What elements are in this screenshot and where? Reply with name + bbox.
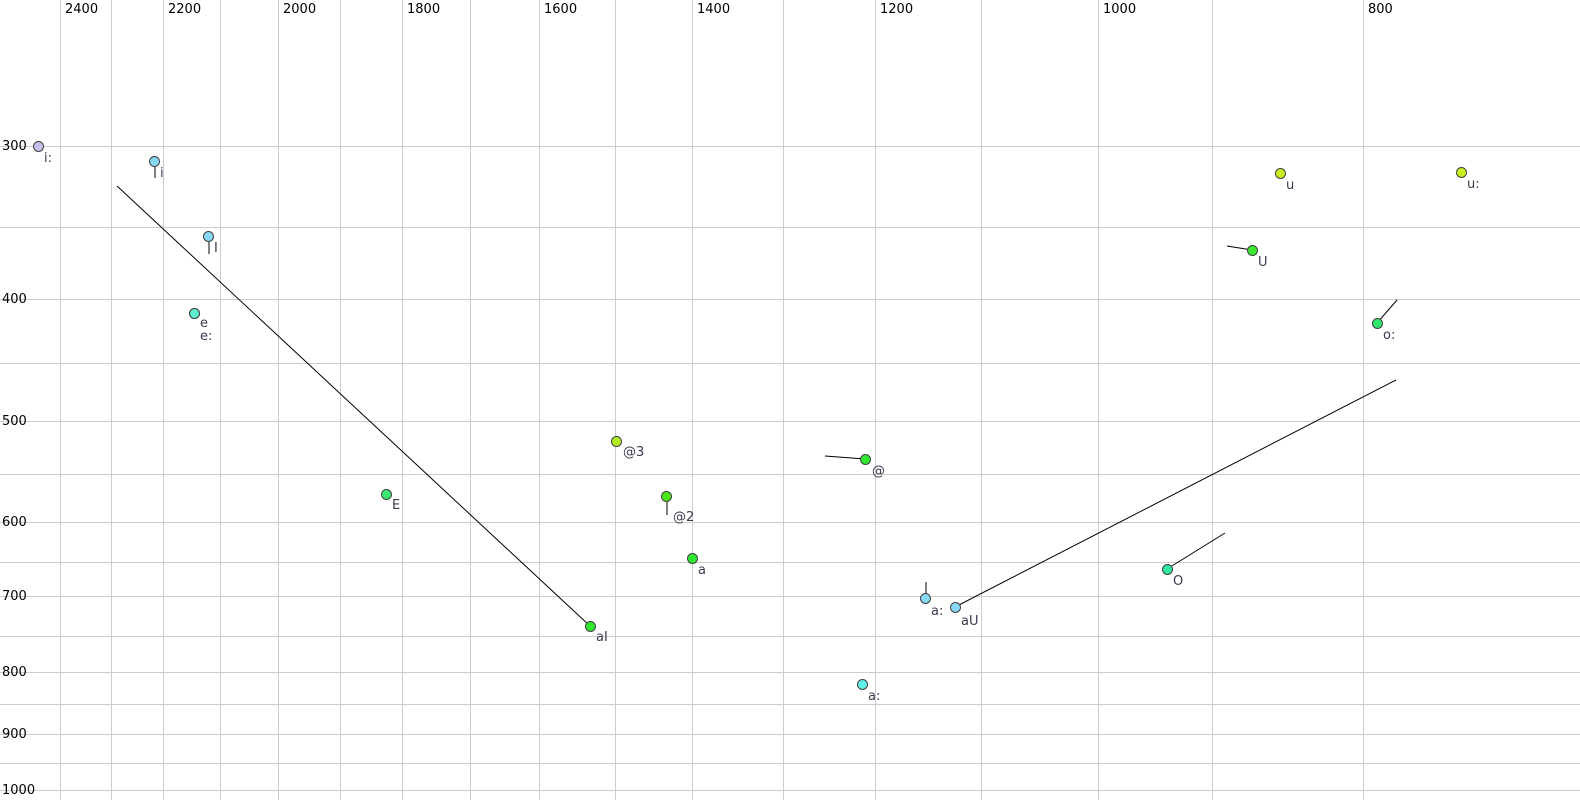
vowel-point-marker[interactable]	[920, 593, 931, 604]
x-gridline	[539, 0, 540, 800]
x-tick-label: 800	[1368, 2, 1393, 17]
y-gridline	[0, 636, 1580, 637]
vowel-point-label: E	[392, 498, 401, 513]
x-tick-label: 1600	[544, 2, 578, 17]
x-gridline	[1212, 0, 1213, 800]
y-tick-label: 600	[2, 515, 27, 530]
vowel-point-marker[interactable]	[1372, 318, 1383, 329]
x-tick-label: 1000	[1103, 2, 1137, 17]
vowel-point-marker[interactable]	[1456, 167, 1467, 178]
vowel-point-label: @3	[623, 445, 645, 460]
vowel-point-marker[interactable]	[1162, 564, 1173, 575]
x-gridline	[1363, 0, 1364, 800]
vowel-point-label: I	[214, 241, 218, 256]
x-gridline	[60, 0, 61, 800]
x-gridline	[111, 0, 112, 800]
vowel-point-label: @2	[673, 510, 695, 525]
x-gridline	[163, 0, 164, 800]
x-tick-label: 1200	[880, 2, 914, 17]
y-gridline	[0, 734, 1580, 735]
vowel-point-label: e:	[200, 329, 213, 344]
trajectory-line	[824, 455, 866, 460]
x-tick-label: 2200	[168, 2, 202, 17]
x-gridline	[340, 0, 341, 800]
vowel-point-marker[interactable]	[149, 156, 160, 167]
trajectory-line	[116, 185, 591, 627]
vowel-point-label: u:	[1467, 177, 1480, 192]
vowel-point-label: aU	[961, 614, 979, 629]
x-tick-label: 2000	[283, 2, 317, 17]
y-tick-label: 700	[2, 589, 27, 604]
y-tick-label: 300	[2, 139, 27, 154]
vowel-point-marker[interactable]	[203, 231, 214, 242]
x-gridline	[1098, 0, 1099, 800]
y-tick-label: 800	[2, 665, 27, 680]
x-gridline	[220, 0, 221, 800]
vowel-point-label: u	[1286, 178, 1295, 193]
x-gridline	[402, 0, 403, 800]
vowel-point-marker[interactable]	[585, 621, 596, 632]
vowel-point-label: U	[1258, 255, 1268, 270]
y-gridline	[0, 299, 1580, 300]
y-gridline	[0, 704, 1580, 705]
y-gridline	[0, 562, 1580, 563]
x-gridline	[783, 0, 784, 800]
vowel-point-marker[interactable]	[381, 489, 392, 500]
vowel-point-label: o:	[1383, 328, 1396, 343]
vowel-point-label: a:	[868, 689, 881, 704]
x-gridline	[278, 0, 279, 800]
y-gridline	[0, 522, 1580, 523]
vowel-point-marker[interactable]	[950, 602, 961, 613]
trajectory-line	[1166, 532, 1226, 570]
vowel-point-marker[interactable]	[857, 679, 868, 690]
trajectory-line	[954, 379, 1397, 608]
y-tick-label: 400	[2, 292, 27, 307]
vowel-point-label: i:	[44, 151, 52, 166]
x-tick-label: 1800	[407, 2, 441, 17]
vowel-point-marker[interactable]	[1247, 245, 1258, 256]
x-gridline	[615, 0, 616, 800]
y-gridline	[0, 763, 1580, 764]
y-gridline	[0, 146, 1580, 147]
vowel-point-label: O	[1173, 574, 1184, 589]
vowel-point-label: a:	[931, 604, 944, 619]
y-gridline	[0, 474, 1580, 475]
y-gridline	[0, 596, 1580, 597]
vowel-point-marker[interactable]	[860, 454, 871, 465]
vowel-point-label: a	[698, 563, 706, 578]
x-gridline	[981, 0, 982, 800]
y-gridline	[0, 227, 1580, 228]
vowel-point-marker[interactable]	[1275, 168, 1286, 179]
y-tick-label: 500	[2, 414, 27, 429]
x-tick-label: 2400	[65, 2, 99, 17]
vowel-point-label: aI	[596, 630, 608, 645]
vowel-point-marker[interactable]	[661, 491, 672, 502]
y-gridline	[0, 421, 1580, 422]
vowel-point-marker[interactable]	[33, 141, 44, 152]
x-gridline	[470, 0, 471, 800]
y-tick-label: 900	[2, 727, 27, 742]
vowel-point-marker[interactable]	[611, 436, 622, 447]
y-gridline	[0, 790, 1580, 791]
y-gridline	[0, 363, 1580, 364]
vowel-point-label: @	[872, 464, 885, 479]
x-gridline	[875, 0, 876, 800]
vowel-point-label: e	[200, 316, 208, 331]
x-gridline	[692, 0, 693, 800]
vowel-point-label: i	[160, 166, 164, 181]
y-gridline	[0, 672, 1580, 673]
vowel-point-marker[interactable]	[189, 308, 200, 319]
y-tick-label: 1000	[2, 783, 36, 798]
vowel-point-marker[interactable]	[687, 553, 698, 564]
x-tick-label: 1400	[697, 2, 731, 17]
